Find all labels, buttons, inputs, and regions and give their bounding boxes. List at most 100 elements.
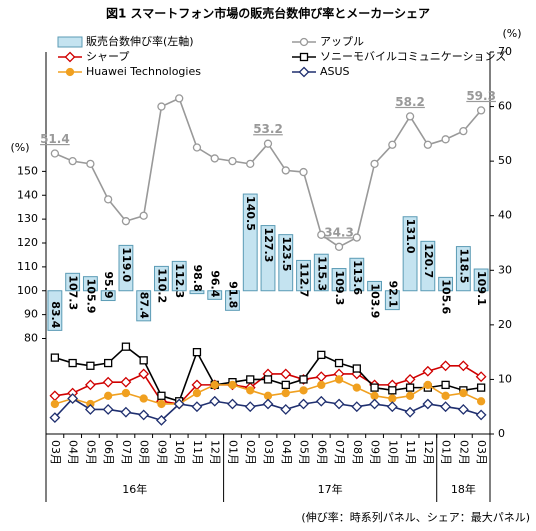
x-tick-label: 03月	[262, 440, 275, 465]
marker	[121, 342, 131, 351]
marker	[370, 391, 379, 400]
marker	[173, 398, 185, 410]
x-tick-label: 04月	[67, 440, 80, 465]
legend-marker	[298, 66, 310, 78]
marker	[210, 380, 219, 390]
marker	[405, 112, 415, 121]
data-label: 59.3	[466, 89, 496, 103]
marker	[246, 159, 255, 169]
marker	[68, 358, 77, 368]
bar	[225, 290, 240, 311]
legend-swatch	[57, 36, 83, 48]
marker	[84, 379, 96, 391]
marker	[388, 394, 397, 403]
bar	[349, 257, 365, 292]
marker	[120, 406, 132, 418]
marker	[315, 371, 327, 383]
bar-label: 92.1	[386, 280, 399, 307]
marker	[388, 386, 397, 395]
y-tick-label: 130	[17, 212, 38, 225]
marker	[334, 358, 344, 368]
marker	[280, 404, 292, 415]
data-label: 53.2	[253, 122, 283, 136]
legend-marker	[299, 37, 309, 47]
marker	[228, 380, 237, 390]
marker	[228, 156, 237, 166]
marker	[440, 360, 452, 372]
bar-label: 105.9	[84, 279, 97, 314]
y2-axis-label: (%)	[502, 27, 521, 40]
x-tick-label: 09月	[155, 440, 168, 465]
bar	[260, 225, 276, 292]
marker	[475, 371, 487, 383]
bar	[438, 276, 454, 292]
bar	[296, 259, 311, 292]
bar	[331, 268, 347, 292]
marker	[104, 358, 113, 368]
x-tick-label: 09月	[369, 440, 382, 465]
legend-label: ソニーモバイルコミュニケーションズ	[320, 49, 506, 63]
marker	[476, 383, 486, 392]
y2-tick-label: 0	[498, 427, 505, 440]
marker	[281, 166, 290, 175]
marker	[370, 159, 379, 169]
bar-label: 115.3	[315, 256, 328, 291]
marker	[476, 397, 486, 406]
marker	[49, 390, 61, 402]
marker	[333, 398, 345, 410]
marker	[281, 388, 290, 398]
bar-label: 113.6	[351, 260, 364, 295]
marker	[317, 380, 326, 390]
bar-label: 91.8	[226, 281, 239, 308]
y-tick-label: 120	[17, 236, 38, 249]
x-tick-label: 02月	[244, 440, 257, 465]
marker	[246, 375, 255, 384]
marker	[104, 391, 113, 400]
marker	[351, 401, 363, 413]
marker	[157, 102, 166, 111]
marker	[157, 399, 166, 409]
bar	[154, 265, 169, 292]
marker	[405, 383, 415, 392]
marker	[404, 374, 416, 385]
bar	[278, 234, 294, 292]
footnote: (伸び率：時系列パネル、シェア：最大パネル)	[301, 510, 530, 524]
y-tick-label: 80	[24, 332, 38, 345]
bar-label: 83.4	[49, 301, 62, 328]
bar-label: 98.8	[191, 264, 204, 291]
marker	[298, 398, 309, 410]
bar	[189, 290, 205, 295]
marker	[352, 383, 361, 392]
marker	[86, 361, 95, 370]
bar-label: 131.0	[404, 219, 417, 254]
bar-label: 95.9	[102, 271, 115, 298]
y-tick-label: 110	[17, 260, 38, 273]
y2-tick-label: 40	[498, 209, 512, 222]
x-tick-label: 04月	[280, 440, 293, 465]
marker	[244, 401, 256, 413]
x-tick-label: 07月	[120, 440, 133, 465]
bar	[118, 244, 134, 292]
marker	[121, 217, 131, 226]
marker	[192, 388, 202, 398]
bar	[207, 290, 223, 300]
marker	[315, 395, 327, 407]
y2-tick-label: 20	[498, 318, 512, 331]
bar	[100, 290, 116, 302]
marker	[262, 398, 274, 410]
marker	[386, 401, 398, 413]
bar-label: 127.3	[262, 228, 275, 263]
marker	[459, 388, 468, 398]
legend-label: アップル	[320, 35, 364, 48]
y-tick-label: 150	[17, 164, 38, 177]
x-tick-label: 02月	[457, 440, 470, 465]
x-tick-label: 07月	[333, 440, 346, 465]
marker	[263, 139, 273, 148]
marker	[246, 386, 255, 395]
marker	[102, 376, 114, 388]
data-label: 34.3	[324, 225, 354, 239]
legend-label: Huawei Technologies	[86, 65, 201, 78]
x-tick-label: 03月	[475, 440, 488, 465]
y-tick-label: 90	[24, 308, 38, 321]
y-tick-label: 140	[17, 188, 38, 201]
